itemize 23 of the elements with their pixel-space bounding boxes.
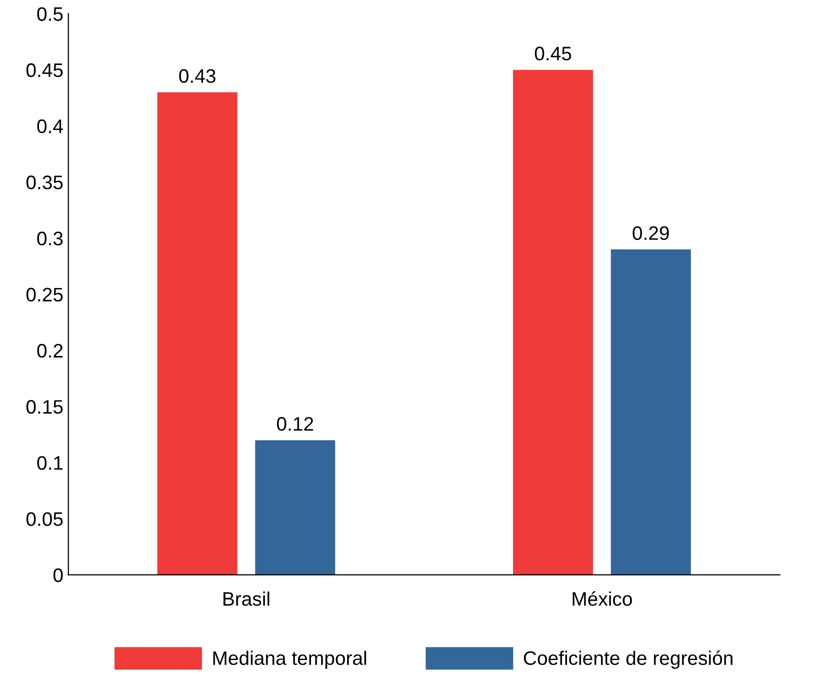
- x-tick-label: Brasil: [224, 592, 270, 606]
- bar: [255, 440, 336, 575]
- y-tick-label: 0.35: [26, 176, 63, 190]
- y-tick-label: 0.45: [26, 63, 63, 78]
- y-tick-label: 0.25: [26, 288, 63, 302]
- data-label: 0.43: [179, 69, 216, 83]
- data-label: 0.29: [632, 226, 669, 240]
- y-tick-label: 0.2: [37, 344, 63, 358]
- y-tick-label: 0.1: [37, 456, 63, 470]
- y-tick-label: 0.05: [26, 512, 63, 526]
- y-tick-label: 0.5: [37, 7, 63, 21]
- bar: [157, 92, 238, 575]
- data-label: 0.45: [534, 46, 572, 60]
- y-tick-label: 0.15: [26, 400, 63, 414]
- y-tick-label: 0.3: [37, 232, 63, 246]
- y-tick-label: 0.4: [37, 119, 63, 134]
- x-tick-label: México: [572, 591, 632, 606]
- legend-label: Coeficiente de regresión: [524, 650, 732, 669]
- bar: [513, 70, 594, 575]
- legend-label: Mediana temporal: [213, 650, 366, 669]
- bar: [610, 249, 691, 575]
- y-tick-label: 0: [53, 568, 63, 582]
- data-label: 0.12: [276, 417, 314, 431]
